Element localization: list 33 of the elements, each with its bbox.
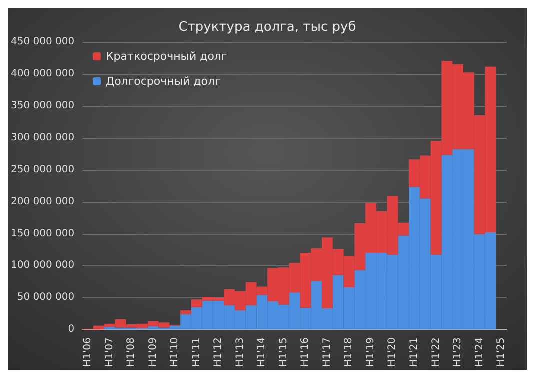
x-tick-label: H1'10: [170, 338, 181, 368]
x-tick-label: H1'24: [474, 338, 486, 368]
y-tick-label: 400 000 000: [10, 68, 75, 80]
x-tick-label: H1'18: [344, 338, 355, 368]
x-tick-label: H1'19: [365, 338, 376, 368]
x-tick-label: H1'14: [256, 338, 268, 368]
x-tick-label: H1'08: [126, 338, 138, 368]
x-tick-label: H1'23: [452, 338, 464, 368]
y-tick-label: 50 000 000: [17, 292, 75, 304]
y-tick-label: 350 000 000: [10, 100, 75, 112]
y-tick-label: 0: [68, 324, 75, 336]
x-tick-label: H1'15: [278, 338, 290, 368]
x-tick-label: H1'07: [104, 338, 116, 368]
x-tick-label: H1'22: [430, 338, 442, 368]
x-tick-label: H1'13: [234, 338, 246, 368]
x-tick-label: H1'17: [322, 338, 333, 368]
y-tick-label: 200 000 000: [10, 196, 75, 208]
legend-label: Краткосрочный долг: [106, 50, 228, 63]
x-tick-label: H1'25: [496, 338, 508, 368]
y-tick-label: 450 000 000: [10, 36, 75, 48]
x-tick-label: H1'21: [409, 338, 420, 368]
x-tick-label: H1'12: [213, 338, 224, 368]
chart-title: Структура долга, тыс руб: [178, 20, 356, 35]
legend-label: Долгосрочный долг: [106, 75, 222, 88]
x-tick-label: H1'20: [387, 338, 398, 368]
y-tick-label: 150 000 000: [10, 228, 75, 240]
y-tick-label: 250 000 000: [10, 164, 75, 176]
y-tick-label: 300 000 000: [10, 132, 75, 144]
x-tick-label: H1'06: [82, 338, 94, 368]
x-tick-label: H1'16: [300, 338, 312, 368]
x-tick-label: H1'09: [148, 338, 159, 368]
x-tick-label: H1'11: [191, 338, 202, 368]
y-tick-label: 100 000 000: [10, 260, 75, 272]
